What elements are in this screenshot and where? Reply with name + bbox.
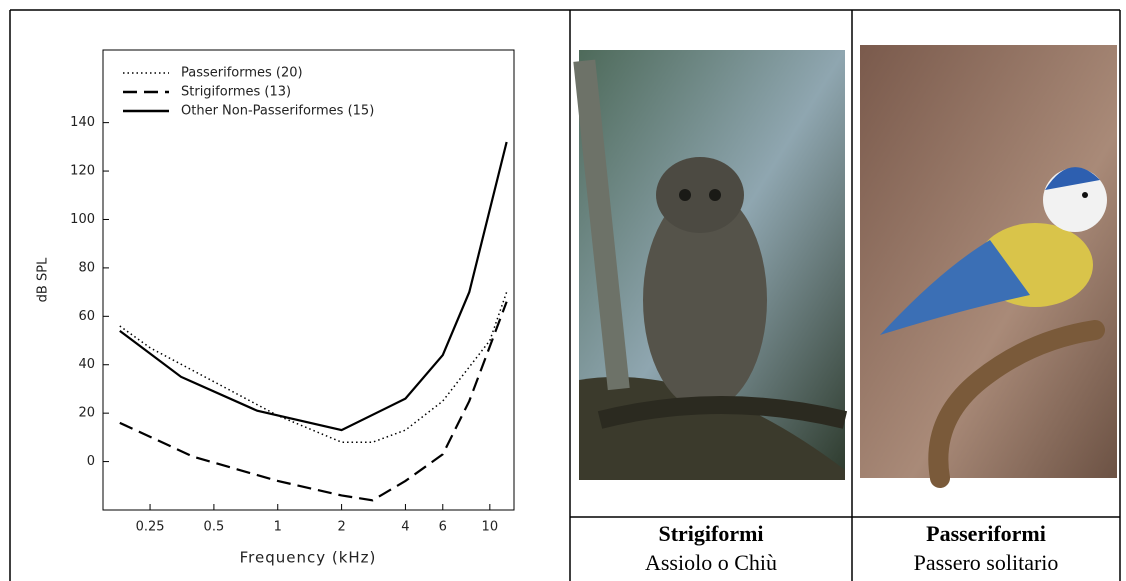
- y-tick-label: 40: [78, 357, 95, 372]
- x-tick-label: 1: [274, 520, 282, 535]
- y-tick-label: 120: [70, 164, 95, 179]
- line: [119, 301, 508, 502]
- y-tick-label: 100: [70, 212, 95, 227]
- owl-photo: [573, 50, 848, 480]
- x-tick-label: 0.25: [136, 520, 165, 535]
- y-tick-label: 140: [70, 115, 95, 130]
- frame: [9, 9, 1121, 581]
- line: [119, 141, 508, 432]
- photo-species: Assiolo o Chiù: [645, 550, 777, 575]
- legend-label: Passeriformes (20): [181, 66, 303, 81]
- x-tick-label: 6: [439, 520, 447, 535]
- x-tick-label: 2: [337, 520, 345, 535]
- photo-group: Passeriformi: [926, 521, 1046, 546]
- line: [119, 291, 508, 443]
- photo-group: Strigiformi: [658, 521, 763, 546]
- y-tick-label: 80: [78, 260, 95, 275]
- x-tick-label: 10: [482, 520, 499, 535]
- y-tick-label: 0: [87, 454, 95, 469]
- photo-species: Passero solitario: [914, 550, 1059, 575]
- y-tick-label: 20: [78, 406, 95, 421]
- y-axis-label: dB SPL: [36, 257, 51, 302]
- x-axis-label: Frequency (kHz): [240, 549, 377, 567]
- y-tick-label: 60: [78, 309, 95, 324]
- legend-label: Strigiformes (13): [181, 85, 291, 100]
- chart: dB SPL Frequency (kHz) 02040608010012014…: [36, 49, 515, 567]
- legend-label: Other Non-Passeriformes (15): [181, 104, 374, 119]
- x-tick-label: 0.5: [204, 520, 225, 535]
- plot-frame: [102, 49, 515, 511]
- tit-photo: [860, 45, 1117, 488]
- x-tick-label: 4: [401, 520, 409, 535]
